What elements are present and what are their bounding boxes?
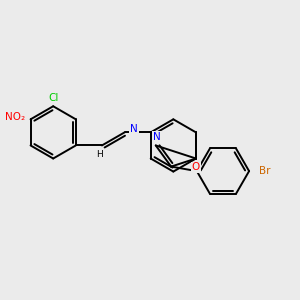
Text: Cl: Cl [48, 93, 58, 103]
Text: O: O [192, 162, 200, 172]
Text: N: N [153, 131, 161, 142]
Text: N: N [130, 124, 138, 134]
Text: H: H [96, 150, 103, 159]
Text: Br: Br [260, 166, 271, 176]
Text: NO₂: NO₂ [5, 112, 26, 122]
